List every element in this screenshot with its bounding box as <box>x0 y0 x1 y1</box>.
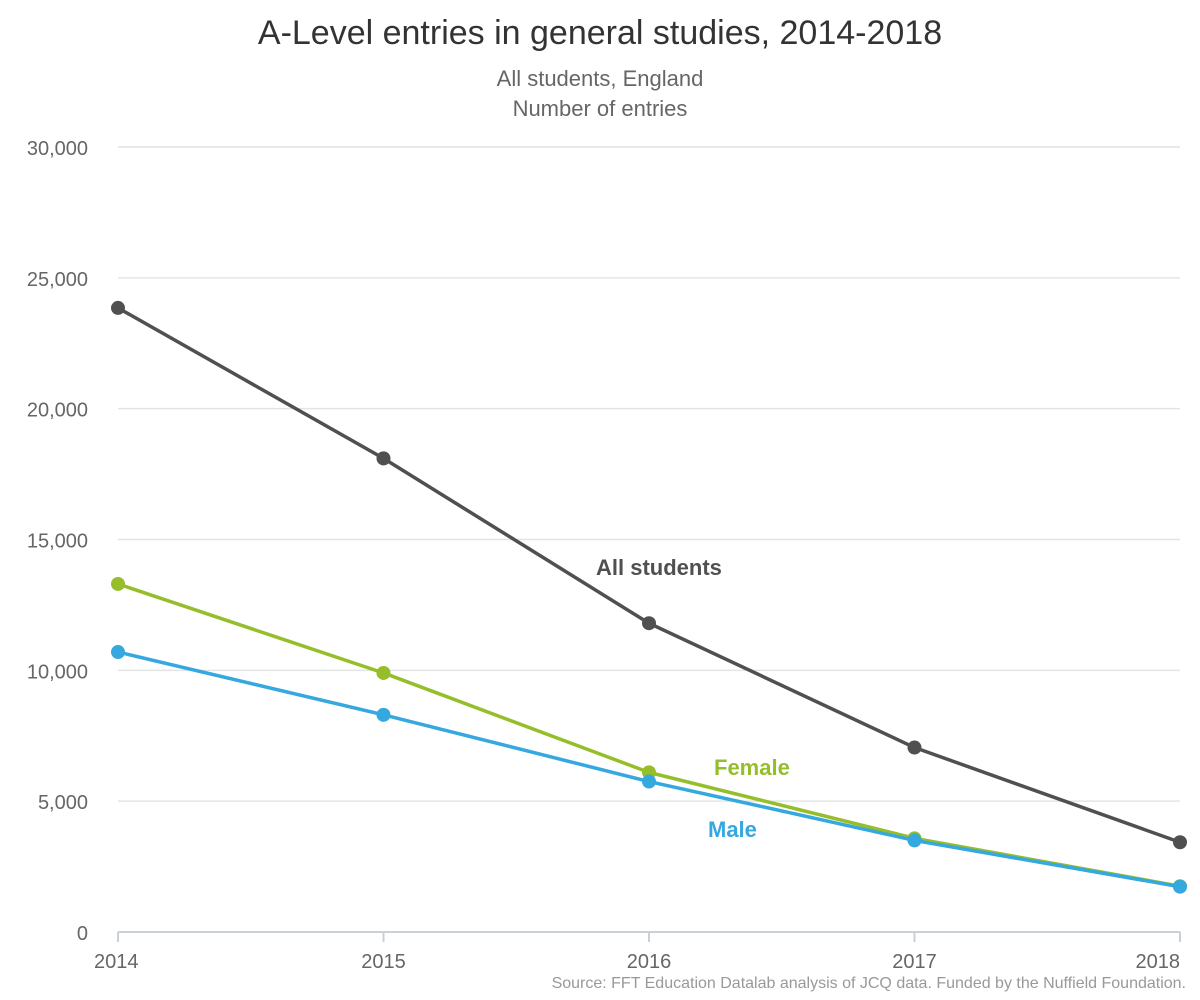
data-point-male <box>642 774 656 789</box>
x-tick-label: 2018 <box>1136 951 1181 973</box>
x-tick-label: 2014 <box>94 951 139 973</box>
y-tick-label: 25,000 <box>27 269 88 291</box>
series-labels: All students Female Male <box>596 555 790 842</box>
data-point-all <box>642 616 656 631</box>
data-point-all <box>111 300 125 315</box>
data-point-all <box>376 451 391 466</box>
y-tick-label: 30,000 <box>27 138 88 160</box>
chart-subtitle-units: Number of entries <box>512 96 688 121</box>
series-lines <box>111 300 1187 894</box>
axes: 0 5,000 10,000 15,000 20,000 25,000 30,000 2014… <box>27 138 1181 973</box>
series-label-male: Male <box>708 817 757 842</box>
y-tick-label: 20,000 <box>27 400 88 422</box>
y-tick-label: 10,000 <box>27 661 88 683</box>
data-point-male <box>111 645 125 660</box>
data-point-male <box>907 833 922 848</box>
chart-subtitle: All students, England <box>496 66 704 91</box>
data-point-male <box>376 707 391 722</box>
y-tick-label: 5,000 <box>38 792 88 814</box>
x-tick-label: 2016 <box>627 951 672 973</box>
gridlines <box>118 146 1180 802</box>
data-point-female <box>376 665 391 680</box>
data-point-all <box>907 740 922 755</box>
data-point-female <box>111 576 125 591</box>
x-tick-label: 2017 <box>892 951 937 973</box>
data-point-male <box>1173 879 1187 894</box>
series-label-female: Female <box>714 755 790 780</box>
y-tick-label: 15,000 <box>27 531 88 553</box>
chart-title: A-Level entries in general studies, 2014… <box>257 14 943 52</box>
y-tick-label: 0 <box>77 923 88 945</box>
source-note: Source: FFT Education Datalab analysis o… <box>551 975 1186 992</box>
data-point-all <box>1173 835 1187 850</box>
x-tick-label: 2015 <box>361 951 406 973</box>
series-label-all: All students <box>596 555 722 580</box>
